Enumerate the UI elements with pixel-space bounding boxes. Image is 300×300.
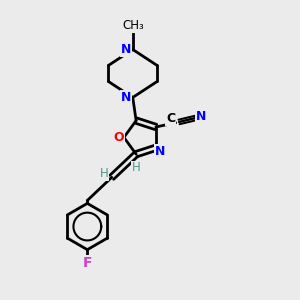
Text: C: C <box>166 112 175 125</box>
Text: N: N <box>121 43 131 56</box>
Text: F: F <box>82 256 92 270</box>
Text: N: N <box>196 110 206 123</box>
Text: H: H <box>132 161 140 174</box>
Text: H: H <box>100 167 109 181</box>
Text: N: N <box>155 145 165 158</box>
Text: N: N <box>121 91 131 104</box>
Text: O: O <box>114 131 124 144</box>
Text: CH₃: CH₃ <box>122 19 144 32</box>
